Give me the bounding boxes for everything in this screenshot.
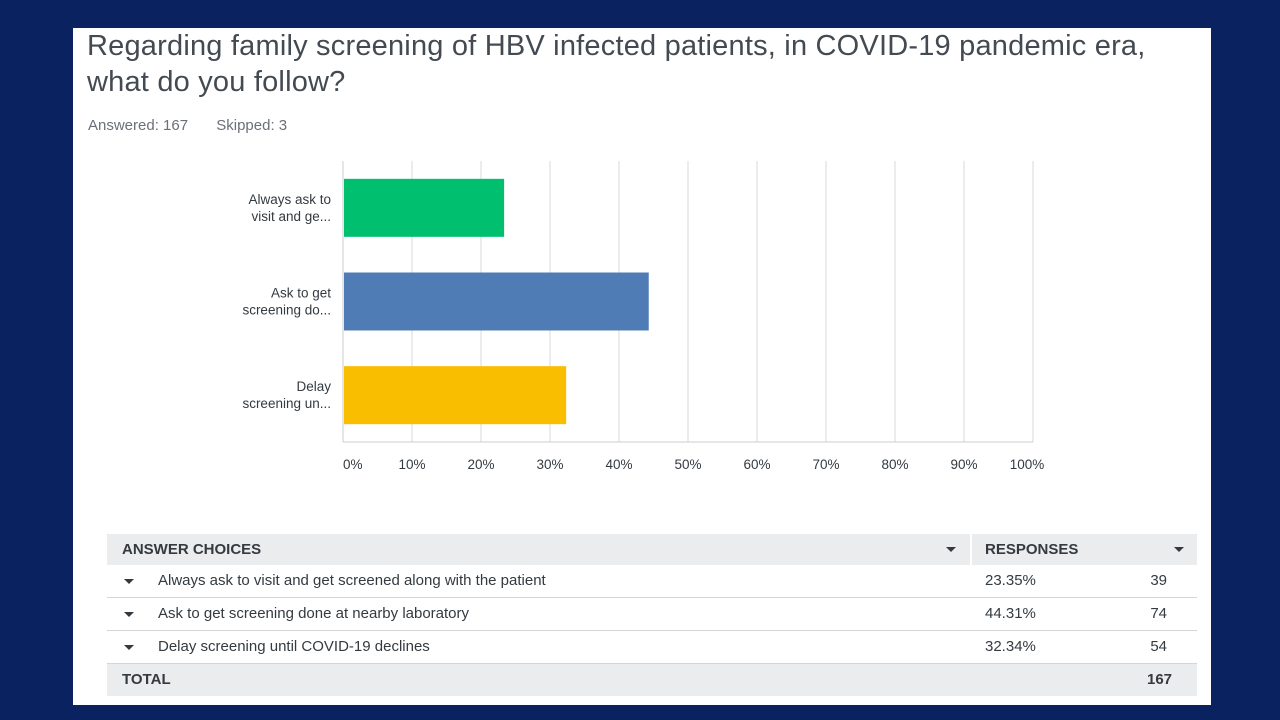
category-label: Delay screening un... xyxy=(242,379,331,411)
sort-caret-icon[interactable] xyxy=(1174,547,1184,552)
x-tick-label: 10% xyxy=(398,457,425,472)
answer-choices-header[interactable]: ANSWER CHOICES xyxy=(122,541,262,558)
table-row: Delay screening until COVID-19 declines … xyxy=(107,631,1197,664)
expand-caret-icon[interactable] xyxy=(124,645,134,650)
responses-header[interactable]: RESPONSES xyxy=(985,541,1079,558)
table-row: Ask to get screening done at nearby labo… xyxy=(107,598,1197,631)
total-count: 167 xyxy=(1147,671,1173,688)
response-count: 74 xyxy=(1150,605,1167,622)
x-tick-label: 90% xyxy=(950,457,977,472)
answered-count: Answered: 167 xyxy=(88,117,189,134)
skipped-count: Skipped: 3 xyxy=(216,117,288,134)
sort-caret-icon[interactable] xyxy=(946,547,956,552)
response-percent: 44.31% xyxy=(985,605,1036,622)
bar xyxy=(344,272,649,331)
expand-caret-icon[interactable] xyxy=(124,612,134,617)
table-total-row: TOTAL 167 xyxy=(107,664,1197,696)
bar xyxy=(344,178,505,237)
x-tick-label: 100% xyxy=(1010,457,1045,472)
category-label: Always ask to visit and ge... xyxy=(248,192,331,224)
header-divider xyxy=(970,534,972,565)
x-tick-label: 80% xyxy=(881,457,908,472)
response-count: 54 xyxy=(1150,638,1167,655)
table-row: Always ask to visit and get screened alo… xyxy=(107,565,1197,598)
x-tick-label: 40% xyxy=(605,457,632,472)
category-label: Ask to get screening do... xyxy=(242,286,331,318)
answer-choice-text: Delay screening until COVID-19 declines xyxy=(158,638,430,655)
response-percent: 32.34% xyxy=(985,638,1036,655)
expand-caret-icon[interactable] xyxy=(124,579,134,584)
answer-choice-text: Ask to get screening done at nearby labo… xyxy=(158,605,470,622)
x-tick-label: 50% xyxy=(674,457,701,472)
x-tick-label: 70% xyxy=(812,457,839,472)
x-tick-label: 0% xyxy=(343,457,363,472)
survey-card: Regarding family screening of HBV infect… xyxy=(73,28,1211,705)
response-count: 39 xyxy=(1150,572,1167,589)
bar xyxy=(344,366,567,425)
x-tick-label: 20% xyxy=(467,457,494,472)
response-percent: 23.35% xyxy=(985,572,1036,589)
bar-chart: Always ask to visit and ge... Ask to get sc… xyxy=(242,161,1045,472)
answer-choice-text: Always ask to visit and get screened alo… xyxy=(158,572,546,589)
x-tick-label: 30% xyxy=(536,457,563,472)
table-header: ANSWER CHOICES RESPONSES xyxy=(107,534,1197,565)
response-stats: Answered: 167 Skipped: 3 xyxy=(88,117,311,134)
responses-table: ANSWER CHOICES RESPONSES Always ask to v… xyxy=(107,534,1197,696)
x-tick-label: 60% xyxy=(743,457,770,472)
question-title: Regarding family screening of HBV infect… xyxy=(87,30,1146,98)
total-label: TOTAL xyxy=(122,671,171,688)
